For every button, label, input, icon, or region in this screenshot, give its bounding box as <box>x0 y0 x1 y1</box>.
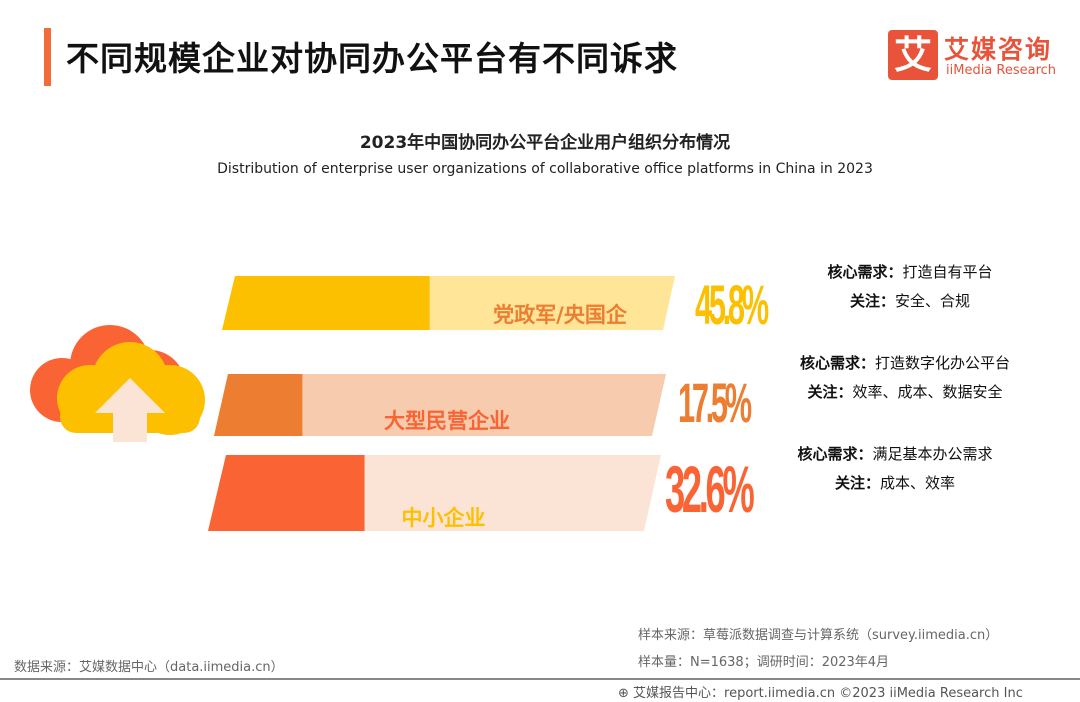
core-need: 核心需求：满足基本办公需求 <box>797 445 993 463</box>
bar-category-label: 中小企业 <box>402 506 486 530</box>
bar-value-label: 17.5% <box>678 371 752 434</box>
chart-subtitle: Distribution of enterprise user organiza… <box>217 161 873 177</box>
core-need: 核心需求：打造数字化办公平台 <box>799 354 1011 372</box>
data-source: 数据来源：艾媒数据中心（data.iimedia.cn） <box>14 660 284 675</box>
bar-category-label: 大型民营企业 <box>384 409 510 433</box>
bar-value-label: 32.6% <box>665 452 755 526</box>
bar-category-label: 党政军/央国企 <box>493 303 628 327</box>
focus: 关注：安全、合规 <box>849 292 971 310</box>
focus: 关注：效率、成本、数据安全 <box>807 383 1003 401</box>
needs-block: 核心需求：满足基本办公需求 关注：成本、效率 <box>755 440 1035 498</box>
focus: 关注：成本、效率 <box>834 474 956 492</box>
chart-title: 2023年中国协同办公平台企业用户组织分布情况 <box>359 133 731 153</box>
bar-track <box>214 374 666 436</box>
logo-mark: 艾 <box>888 30 938 80</box>
globe-icon: ⊕ <box>618 686 629 701</box>
page-title: 不同规模企业对协同办公平台有不同诉求 <box>66 39 678 78</box>
bar-value <box>208 455 365 531</box>
logo-cn: 艾媒咨询 <box>944 35 1053 64</box>
bar-value-label: 45.8% <box>695 273 769 336</box>
sample-source: 样本来源：草莓派数据调查与计算系统（survey.iimedia.cn） <box>638 628 999 643</box>
logo-en: iiMedia Research <box>946 63 1057 78</box>
report-credit: ⊕ 艾媒报告中心：report.iimedia.cn ©2023 iiMedia… <box>618 686 1023 701</box>
core-need: 核心需求：打造自有平台 <box>827 263 993 281</box>
needs-block: 核心需求：打造数字化办公平台 关注：效率、成本、数据安全 <box>765 349 1045 407</box>
cloud-upload-icon <box>30 325 205 442</box>
footer-divider <box>0 678 1080 680</box>
needs-block: 核心需求：打造自有平台 关注：安全、合规 <box>770 258 1050 316</box>
bar-value <box>214 374 303 436</box>
title-accent-bar <box>44 28 51 86</box>
bar-value <box>222 276 430 330</box>
sample-size: 样本量：N=1638；调研时间：2023年4月 <box>638 655 890 670</box>
